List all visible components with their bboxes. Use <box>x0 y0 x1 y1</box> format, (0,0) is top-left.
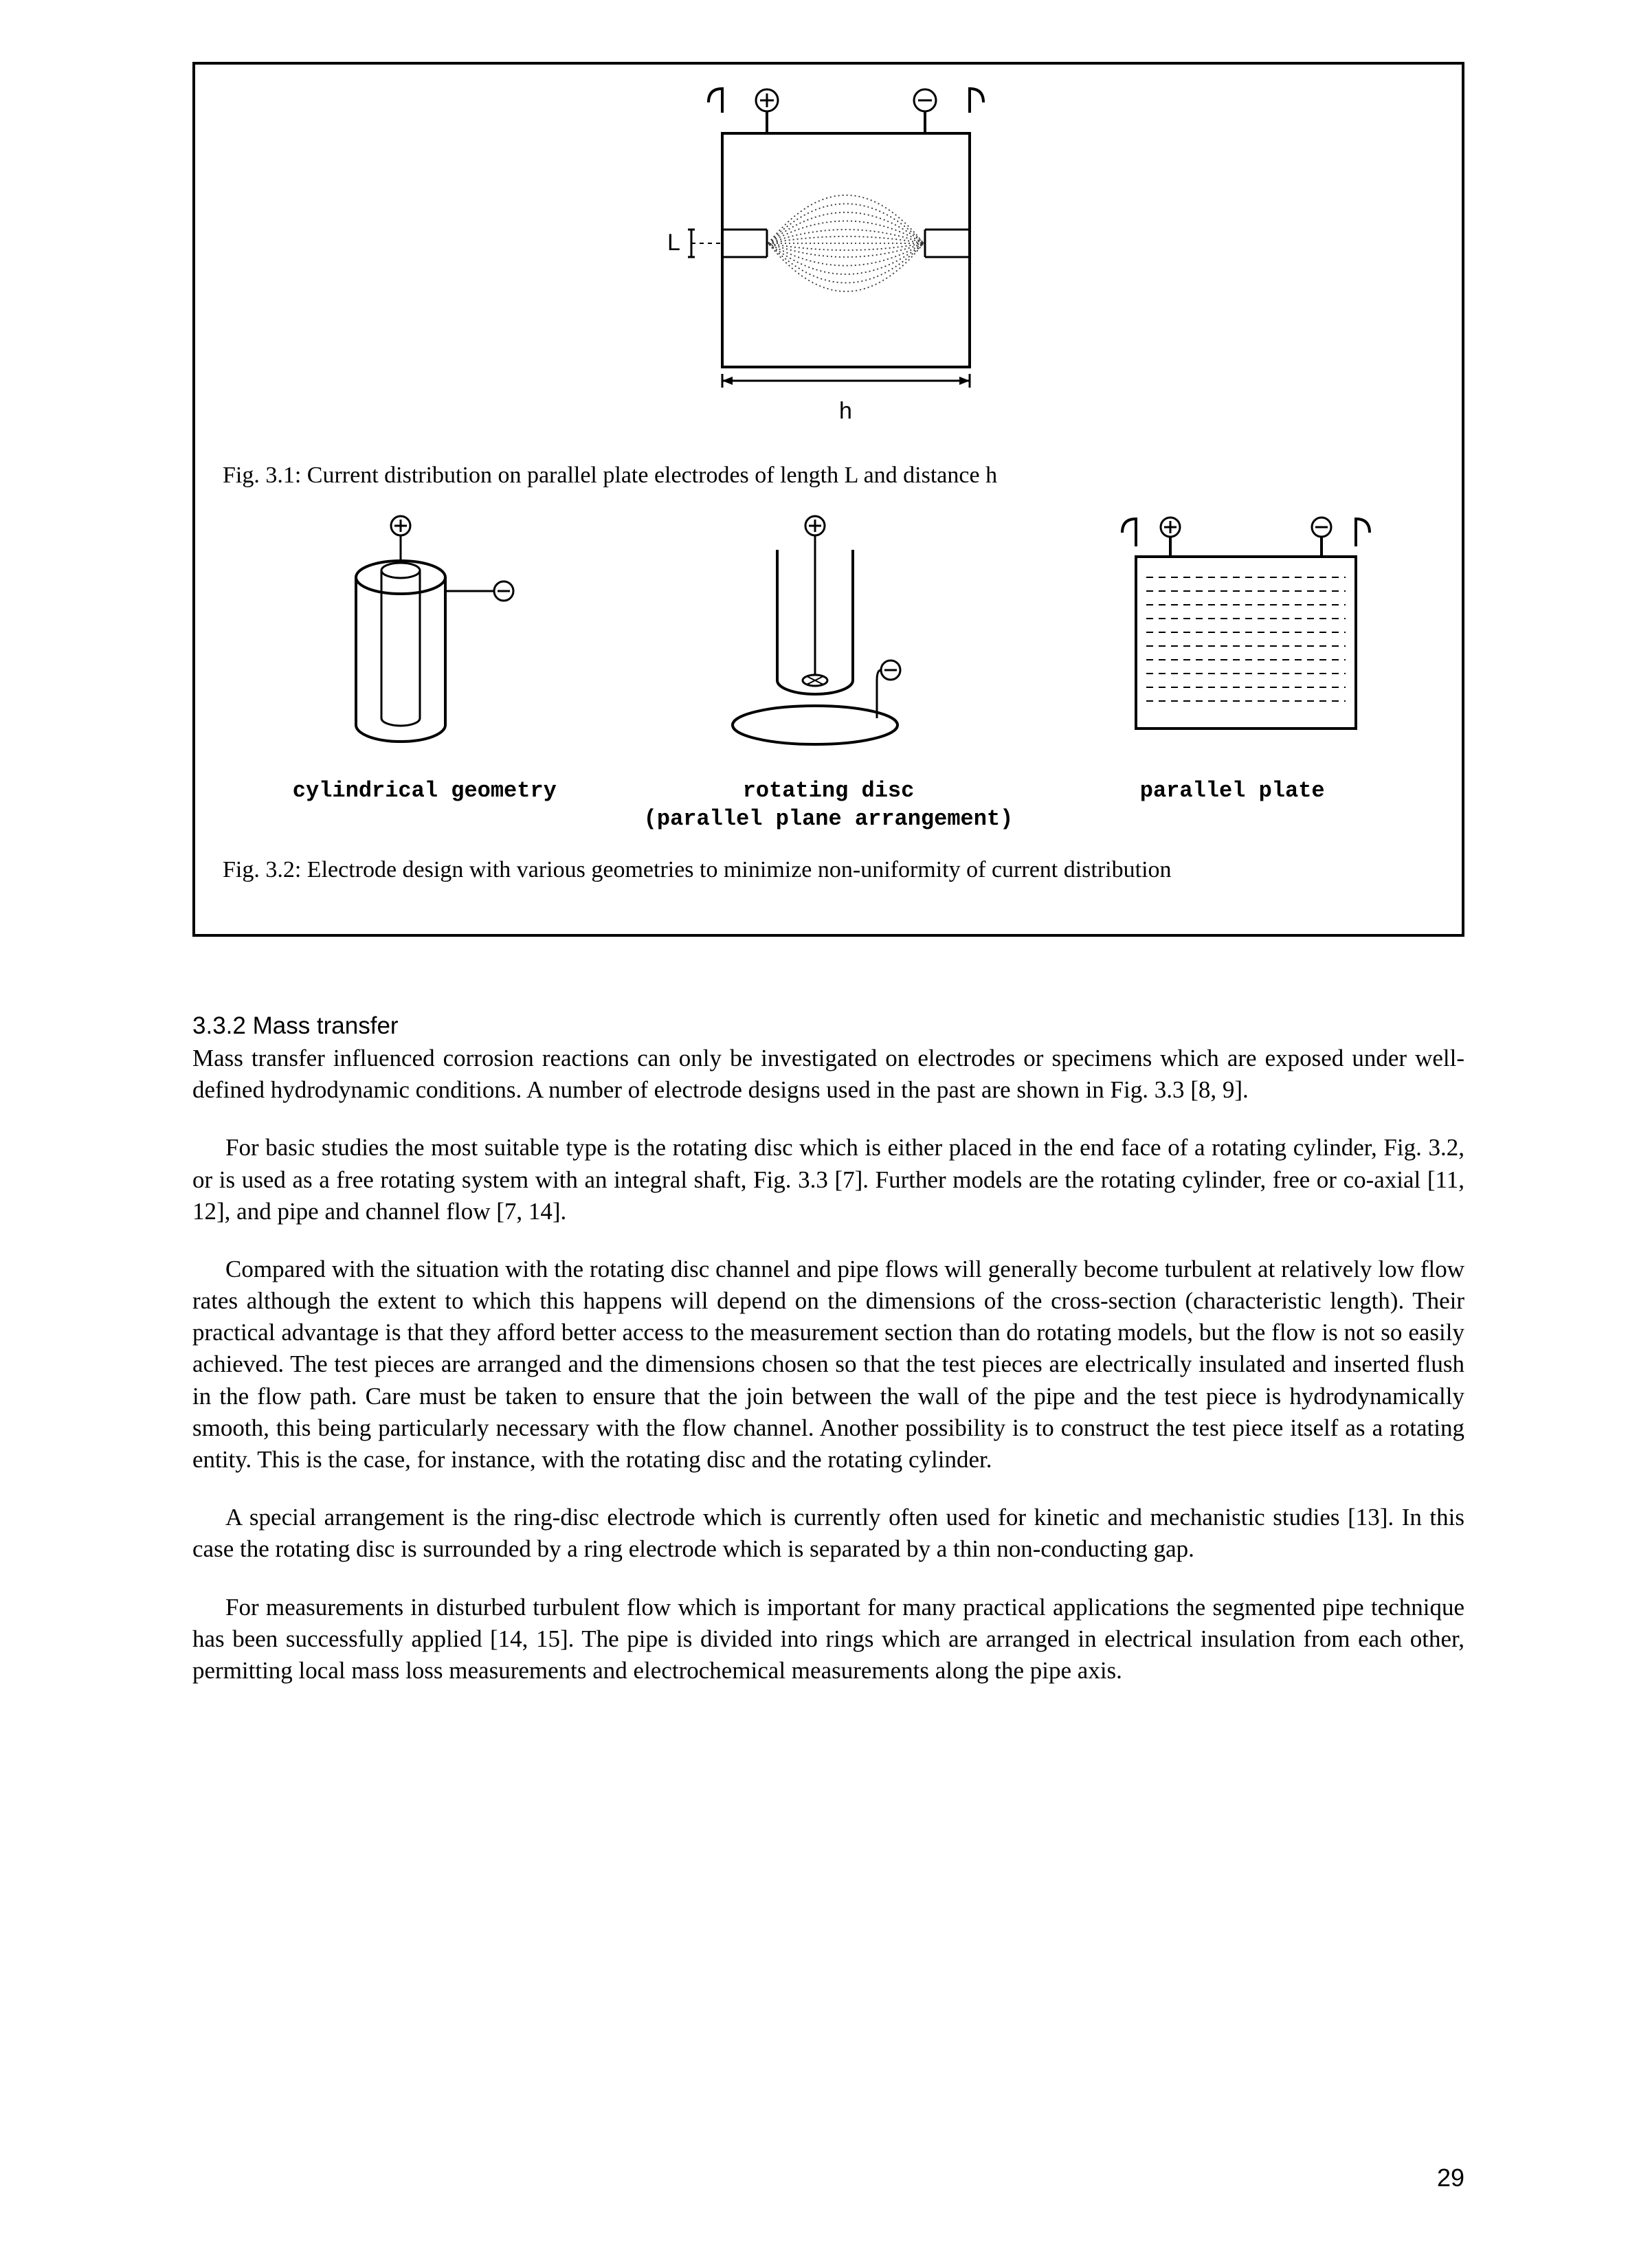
figure-3-1-diagram: L <box>223 85 1434 439</box>
parallel-plate-svg: L <box>588 85 1069 436</box>
rotating-disc-cell: rotating disc (parallel plane arrangemen… <box>627 512 1031 834</box>
cylindrical-label: cylindrical geometry <box>223 777 627 805</box>
section-heading-3-3-2: 3.3.2 Mass transfer <box>192 1012 1464 1040</box>
paragraph-4: A special arrangement is the ring-disc e… <box>192 1502 1464 1565</box>
rotating-disc-label-line2: (parallel plane arrangement) <box>644 806 1014 832</box>
paragraph-5: For measurements in disturbed turbulent … <box>192 1592 1464 1687</box>
figure-3-2-diagram-row: cylindrical geometry <box>223 512 1434 834</box>
cylindrical-geometry-cell: cylindrical geometry <box>223 512 627 805</box>
paragraph-2: For basic studies the most suitable type… <box>192 1132 1464 1227</box>
cylindrical-svg <box>301 512 548 759</box>
rotating-disc-svg <box>698 512 959 759</box>
parallel-plate-cell: parallel plate <box>1030 512 1434 805</box>
label-h: h <box>839 398 852 424</box>
figure-3-1-caption: Fig. 3.1: Current distribution on parall… <box>223 460 1434 491</box>
page: L <box>0 0 1650 2268</box>
figure-3-2-caption: Fig. 3.2: Electrode design with various … <box>223 854 1434 886</box>
rotating-disc-label-line1: rotating disc <box>743 778 915 803</box>
parallel-plate-label: parallel plate <box>1030 777 1434 805</box>
parallel-plate-svg-2 <box>1081 512 1383 759</box>
page-number: 29 <box>1437 2164 1464 2192</box>
paragraph-3: Compared with the situation with the rot… <box>192 1254 1464 1476</box>
label-L: L <box>667 230 680 256</box>
paragraph-1: Mass transfer influenced corrosion react… <box>192 1043 1464 1106</box>
rotating-disc-label: rotating disc (parallel plane arrangemen… <box>627 777 1031 834</box>
figure-box: L <box>192 62 1464 937</box>
